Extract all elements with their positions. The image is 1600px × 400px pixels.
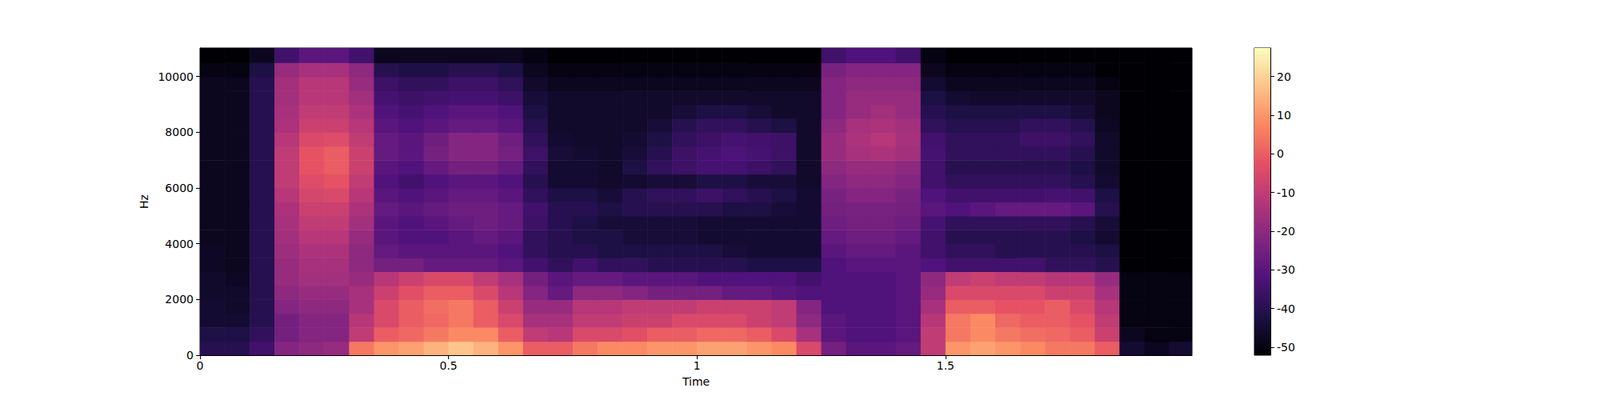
svg-text:1: 1 <box>693 359 701 372</box>
svg-text:10000: 10000 <box>157 70 194 84</box>
svg-text:0: 0 <box>196 359 204 372</box>
svg-text:1.5: 1.5 <box>936 359 955 372</box>
svg-text:Time: Time <box>681 375 710 388</box>
svg-text:-30: -30 <box>1276 263 1296 276</box>
svg-text:-10: -10 <box>1276 186 1296 200</box>
svg-text:0: 0 <box>186 348 194 362</box>
svg-text:Hz: Hz <box>137 194 151 209</box>
svg-text:2000: 2000 <box>164 292 194 306</box>
svg-text:6000: 6000 <box>164 181 194 195</box>
svg-text:-20: -20 <box>1276 224 1296 238</box>
svg-text:-40: -40 <box>1276 302 1296 316</box>
svg-text:8000: 8000 <box>164 125 194 139</box>
svg-text:4000: 4000 <box>164 237 194 251</box>
svg-text:0.5: 0.5 <box>439 359 457 372</box>
svg-text:10: 10 <box>1276 108 1292 122</box>
svg-text:20: 20 <box>1276 70 1292 84</box>
svg-text:0: 0 <box>1276 147 1284 160</box>
svg-text:-50: -50 <box>1276 340 1296 354</box>
